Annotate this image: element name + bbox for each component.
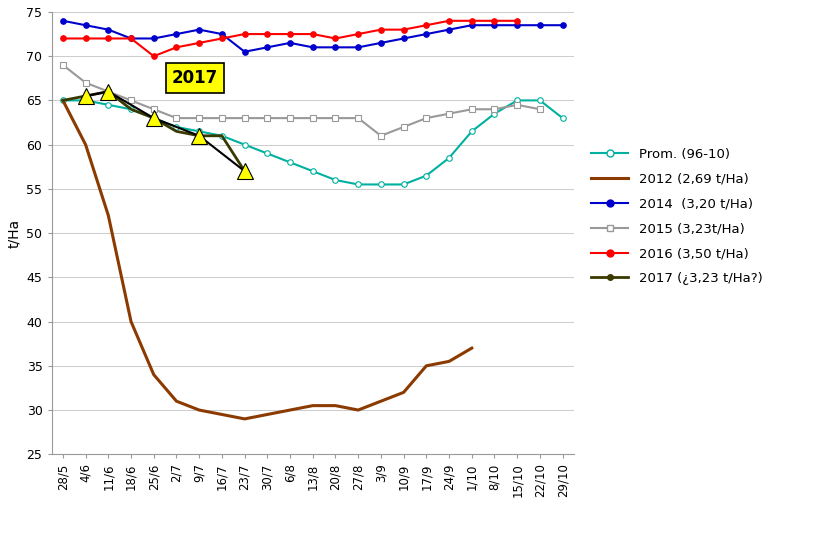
Text: 2017: 2017 <box>172 69 218 88</box>
Y-axis label: t/Ha: t/Ha <box>7 218 21 248</box>
Legend: Prom. (96-10), 2012 (2,69 t/Ha), 2014  (3,20 t/Ha), 2015 (3,23t/Ha), 2016 (3,50 : Prom. (96-10), 2012 (2,69 t/Ha), 2014 (3… <box>585 142 767 290</box>
